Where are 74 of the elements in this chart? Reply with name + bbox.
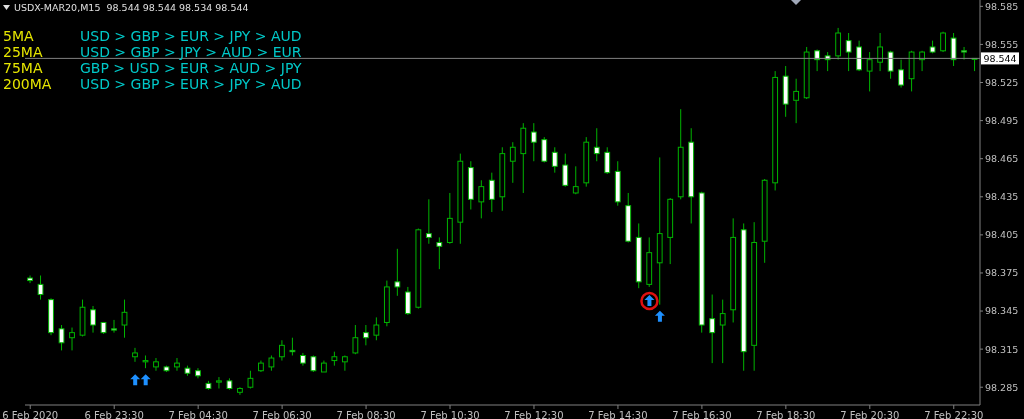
candlestick bbox=[132, 347, 138, 363]
chart-title: USDX-MAR20,M15 98.544 98.544 98.534 98.544 bbox=[14, 2, 249, 13]
x-tick-label: 7 Feb 14:30 bbox=[588, 410, 648, 419]
x-tick-label: 6 Feb 23:30 bbox=[84, 410, 144, 419]
y-tick-label: 98.285 bbox=[985, 381, 1019, 393]
x-tick-label: 7 Feb 22:30 bbox=[924, 410, 984, 419]
candlestick bbox=[551, 146, 558, 174]
candlestick bbox=[856, 40, 863, 72]
candlestick bbox=[887, 50, 894, 80]
y-tick-label: 98.435 bbox=[985, 191, 1019, 203]
candlestick bbox=[153, 357, 159, 372]
x-tick-label: 7 Feb 16:30 bbox=[672, 410, 732, 419]
candlestick bbox=[394, 248, 401, 297]
candlestick bbox=[352, 324, 359, 355]
candlestick bbox=[37, 275, 44, 301]
y-tick-label: 98.465 bbox=[985, 153, 1019, 165]
x-tick-label: 7 Feb 08:30 bbox=[336, 410, 396, 419]
candlestick bbox=[604, 146, 611, 175]
candlestick bbox=[121, 299, 128, 339]
annotation: 200MA bbox=[3, 76, 52, 92]
candlestick bbox=[373, 316, 380, 341]
candlestick bbox=[341, 354, 348, 372]
candlestick bbox=[877, 32, 883, 72]
candlestick bbox=[866, 51, 873, 92]
y-tick-label: 98.525 bbox=[985, 76, 1019, 88]
candlestick bbox=[362, 324, 369, 346]
candlestick bbox=[950, 32, 957, 67]
candlestick bbox=[58, 324, 65, 351]
candlestick bbox=[488, 172, 495, 213]
y-tick-label: 98.345 bbox=[985, 305, 1019, 317]
y-tick-label: 98.375 bbox=[985, 267, 1019, 279]
annotation: 5MA bbox=[3, 28, 34, 44]
x-tick-label: 7 Feb 12:30 bbox=[504, 410, 564, 419]
candlestick bbox=[69, 327, 75, 351]
ref-line-label: 98.544 bbox=[983, 53, 1017, 65]
annotation: USD > GBP > JPY > AUD > EUR bbox=[80, 44, 302, 60]
y-tick-label: 98.405 bbox=[985, 229, 1019, 241]
candlestick bbox=[478, 179, 485, 219]
candlestick bbox=[90, 305, 96, 334]
x-tick-label: 6 Feb 2020 bbox=[2, 410, 59, 419]
candlestick bbox=[541, 136, 548, 164]
candlestick bbox=[719, 299, 726, 364]
candlestick bbox=[845, 32, 852, 72]
candlestick bbox=[572, 165, 579, 195]
candlestick bbox=[898, 59, 904, 89]
candlestick bbox=[174, 357, 180, 372]
candlestick bbox=[216, 376, 222, 389]
annotation: USD > GBP > EUR > JPY > AUD bbox=[80, 76, 302, 92]
annotation: USD > GBP > EUR > JPY > AUD bbox=[80, 28, 302, 44]
x-tick-label: 7 Feb 20:30 bbox=[840, 410, 900, 419]
candlestick bbox=[709, 294, 716, 364]
y-tick-label: 98.555 bbox=[985, 38, 1019, 50]
candlestick bbox=[835, 27, 842, 61]
candlestick bbox=[404, 286, 411, 316]
candlestick bbox=[961, 46, 967, 61]
candlestick bbox=[562, 153, 569, 188]
candlestick bbox=[793, 78, 800, 124]
candlestick bbox=[593, 127, 600, 162]
y-tick-label: 98.315 bbox=[985, 343, 1019, 355]
candlestick bbox=[509, 141, 516, 184]
candlestick bbox=[436, 236, 443, 270]
x-tick-label: 7 Feb 18:30 bbox=[756, 410, 816, 419]
candlestick bbox=[425, 198, 432, 245]
candlestick bbox=[530, 122, 537, 162]
x-tick-label: 7 Feb 04:30 bbox=[168, 410, 228, 419]
annotation: GBP > USD > EUR > AUD > JPY bbox=[80, 60, 302, 76]
annotation: 75MA bbox=[3, 60, 43, 76]
x-tick-label: 7 Feb 10:30 bbox=[420, 410, 480, 419]
annotation: 25MA bbox=[3, 44, 43, 60]
y-tick-label: 98.495 bbox=[985, 114, 1019, 126]
y-tick-label: 98.585 bbox=[985, 0, 1019, 12]
candlestick bbox=[279, 339, 285, 362]
x-tick-label: 7 Feb 06:30 bbox=[252, 410, 312, 419]
candlestick bbox=[111, 319, 117, 334]
